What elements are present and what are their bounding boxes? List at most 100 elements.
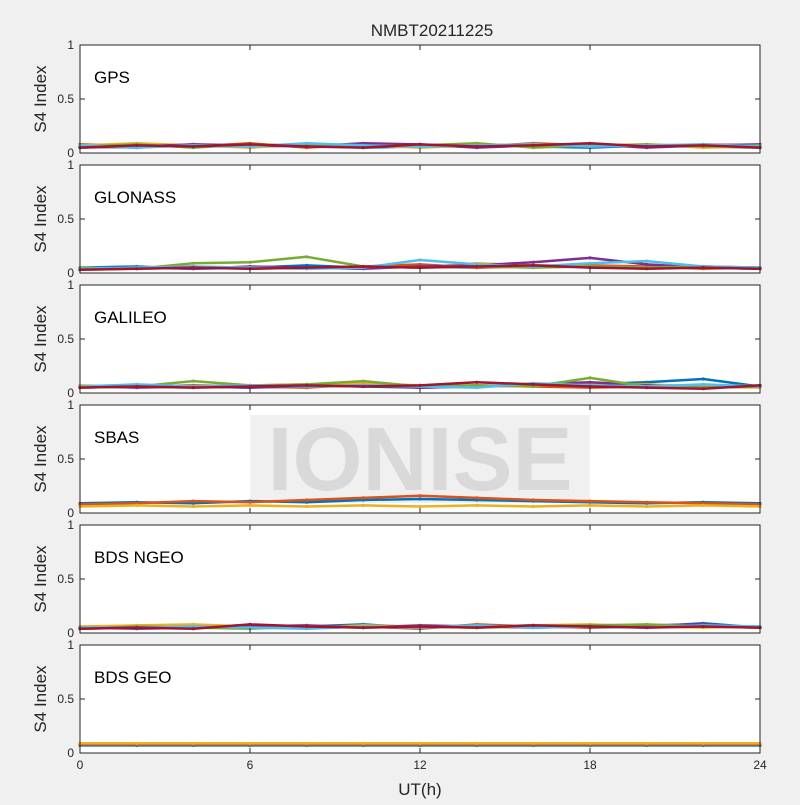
data-point xyxy=(645,622,649,627)
data-point xyxy=(135,741,139,745)
y-tick-label: 0 xyxy=(67,506,74,520)
x-tick-label: 24 xyxy=(753,758,767,772)
plot-frame xyxy=(79,284,761,394)
plot-frame xyxy=(79,44,761,154)
data-point xyxy=(191,144,195,149)
data-point xyxy=(531,498,535,502)
data-point xyxy=(701,741,705,745)
data-point xyxy=(305,498,309,502)
y-tick-label: 0.5 xyxy=(57,692,74,706)
data-point xyxy=(531,504,535,509)
data-point xyxy=(191,501,195,505)
x-tick-label: 0 xyxy=(77,758,84,772)
data-point xyxy=(588,384,592,389)
panel-label: SBAS xyxy=(94,428,139,447)
data-point xyxy=(645,500,649,504)
data-point xyxy=(248,626,252,630)
data-point xyxy=(361,626,365,630)
y-tick-label: 1 xyxy=(67,158,74,172)
data-point xyxy=(135,143,139,147)
y-tick-label: 0 xyxy=(67,146,74,160)
data-point xyxy=(135,626,139,630)
data-point xyxy=(191,379,195,383)
data-point xyxy=(248,384,252,389)
data-point xyxy=(248,741,252,745)
data-point xyxy=(588,376,592,380)
y-axis-label: S4 Index xyxy=(31,185,50,253)
data-point xyxy=(305,144,309,149)
data-point xyxy=(418,494,422,498)
data-point xyxy=(531,260,535,264)
panel-label: GALILEO xyxy=(94,308,167,327)
data-point xyxy=(588,499,592,503)
data-point xyxy=(361,741,365,745)
y-tick-label: 0 xyxy=(67,266,74,280)
data-point xyxy=(191,627,195,631)
y-axis-label: S4 Index xyxy=(31,65,50,133)
panel-label: BDS GEO xyxy=(94,668,171,687)
data-point xyxy=(588,624,592,629)
data-point xyxy=(191,741,195,745)
data-point xyxy=(418,142,422,146)
data-point xyxy=(305,383,309,387)
data-point xyxy=(588,141,592,145)
y-tick-label: 0 xyxy=(67,386,74,400)
data-point xyxy=(588,266,592,270)
y-axis-label: S4 Index xyxy=(31,665,50,733)
plot-area xyxy=(79,644,761,754)
data-point xyxy=(305,266,309,270)
data-point xyxy=(305,504,309,509)
data-point xyxy=(361,503,365,507)
data-point xyxy=(361,264,365,269)
data-point xyxy=(475,380,479,384)
panel-sbas: IONISE 0 0.5 1 SBAS S4 Index xyxy=(31,398,762,520)
data-point xyxy=(135,384,139,389)
y-tick-label: 1 xyxy=(67,38,74,52)
data-point xyxy=(418,504,422,509)
data-point xyxy=(645,259,649,263)
data-point xyxy=(531,626,535,630)
x-tick-label: 18 xyxy=(583,758,597,772)
x-tick-label: 12 xyxy=(413,758,427,772)
chart-title: NMBT20211225 xyxy=(371,21,494,40)
data-point xyxy=(588,503,592,507)
data-point xyxy=(701,387,705,391)
data-point xyxy=(701,377,705,381)
data-point xyxy=(361,379,365,383)
y-tick-label: 1 xyxy=(67,638,74,652)
plot-frame xyxy=(79,524,761,634)
data-point xyxy=(135,267,139,271)
data-point xyxy=(645,504,649,509)
data-point xyxy=(305,627,309,631)
plot-area xyxy=(79,164,761,274)
data-point xyxy=(418,258,422,262)
data-point xyxy=(475,496,479,500)
data-point xyxy=(305,263,309,267)
y-tick-label: 0 xyxy=(67,626,74,640)
panel-bds-ngeo: 0 0.5 1 BDS NGEO S4 Index xyxy=(31,518,762,640)
chart-panels: 0 0.5 1 GPS S4 Index 0 0.5 1 GLONASS S4 Index 0 0.5… xyxy=(31,38,767,772)
data-point xyxy=(475,623,479,628)
data-point xyxy=(191,624,195,629)
data-point xyxy=(191,261,195,265)
data-point xyxy=(248,622,252,627)
data-point xyxy=(305,141,309,145)
data-point xyxy=(645,386,649,390)
data-point xyxy=(248,142,252,146)
data-point xyxy=(305,255,309,259)
data-point xyxy=(475,383,479,387)
data-point xyxy=(531,623,535,628)
data-point xyxy=(475,144,479,149)
data-point xyxy=(645,380,649,384)
watermark-text: IONISE xyxy=(267,410,572,510)
y-tick-label: 1 xyxy=(67,518,74,532)
y-axis-label: S4 Index xyxy=(31,305,50,373)
data-point xyxy=(248,500,252,504)
data-point xyxy=(135,503,139,507)
panel-label: BDS NGEO xyxy=(94,548,184,567)
x-tick-label: 6 xyxy=(247,758,254,772)
y-tick-label: 0.5 xyxy=(57,212,74,226)
y-tick-label: 0.5 xyxy=(57,572,74,586)
plot-area xyxy=(79,284,761,394)
